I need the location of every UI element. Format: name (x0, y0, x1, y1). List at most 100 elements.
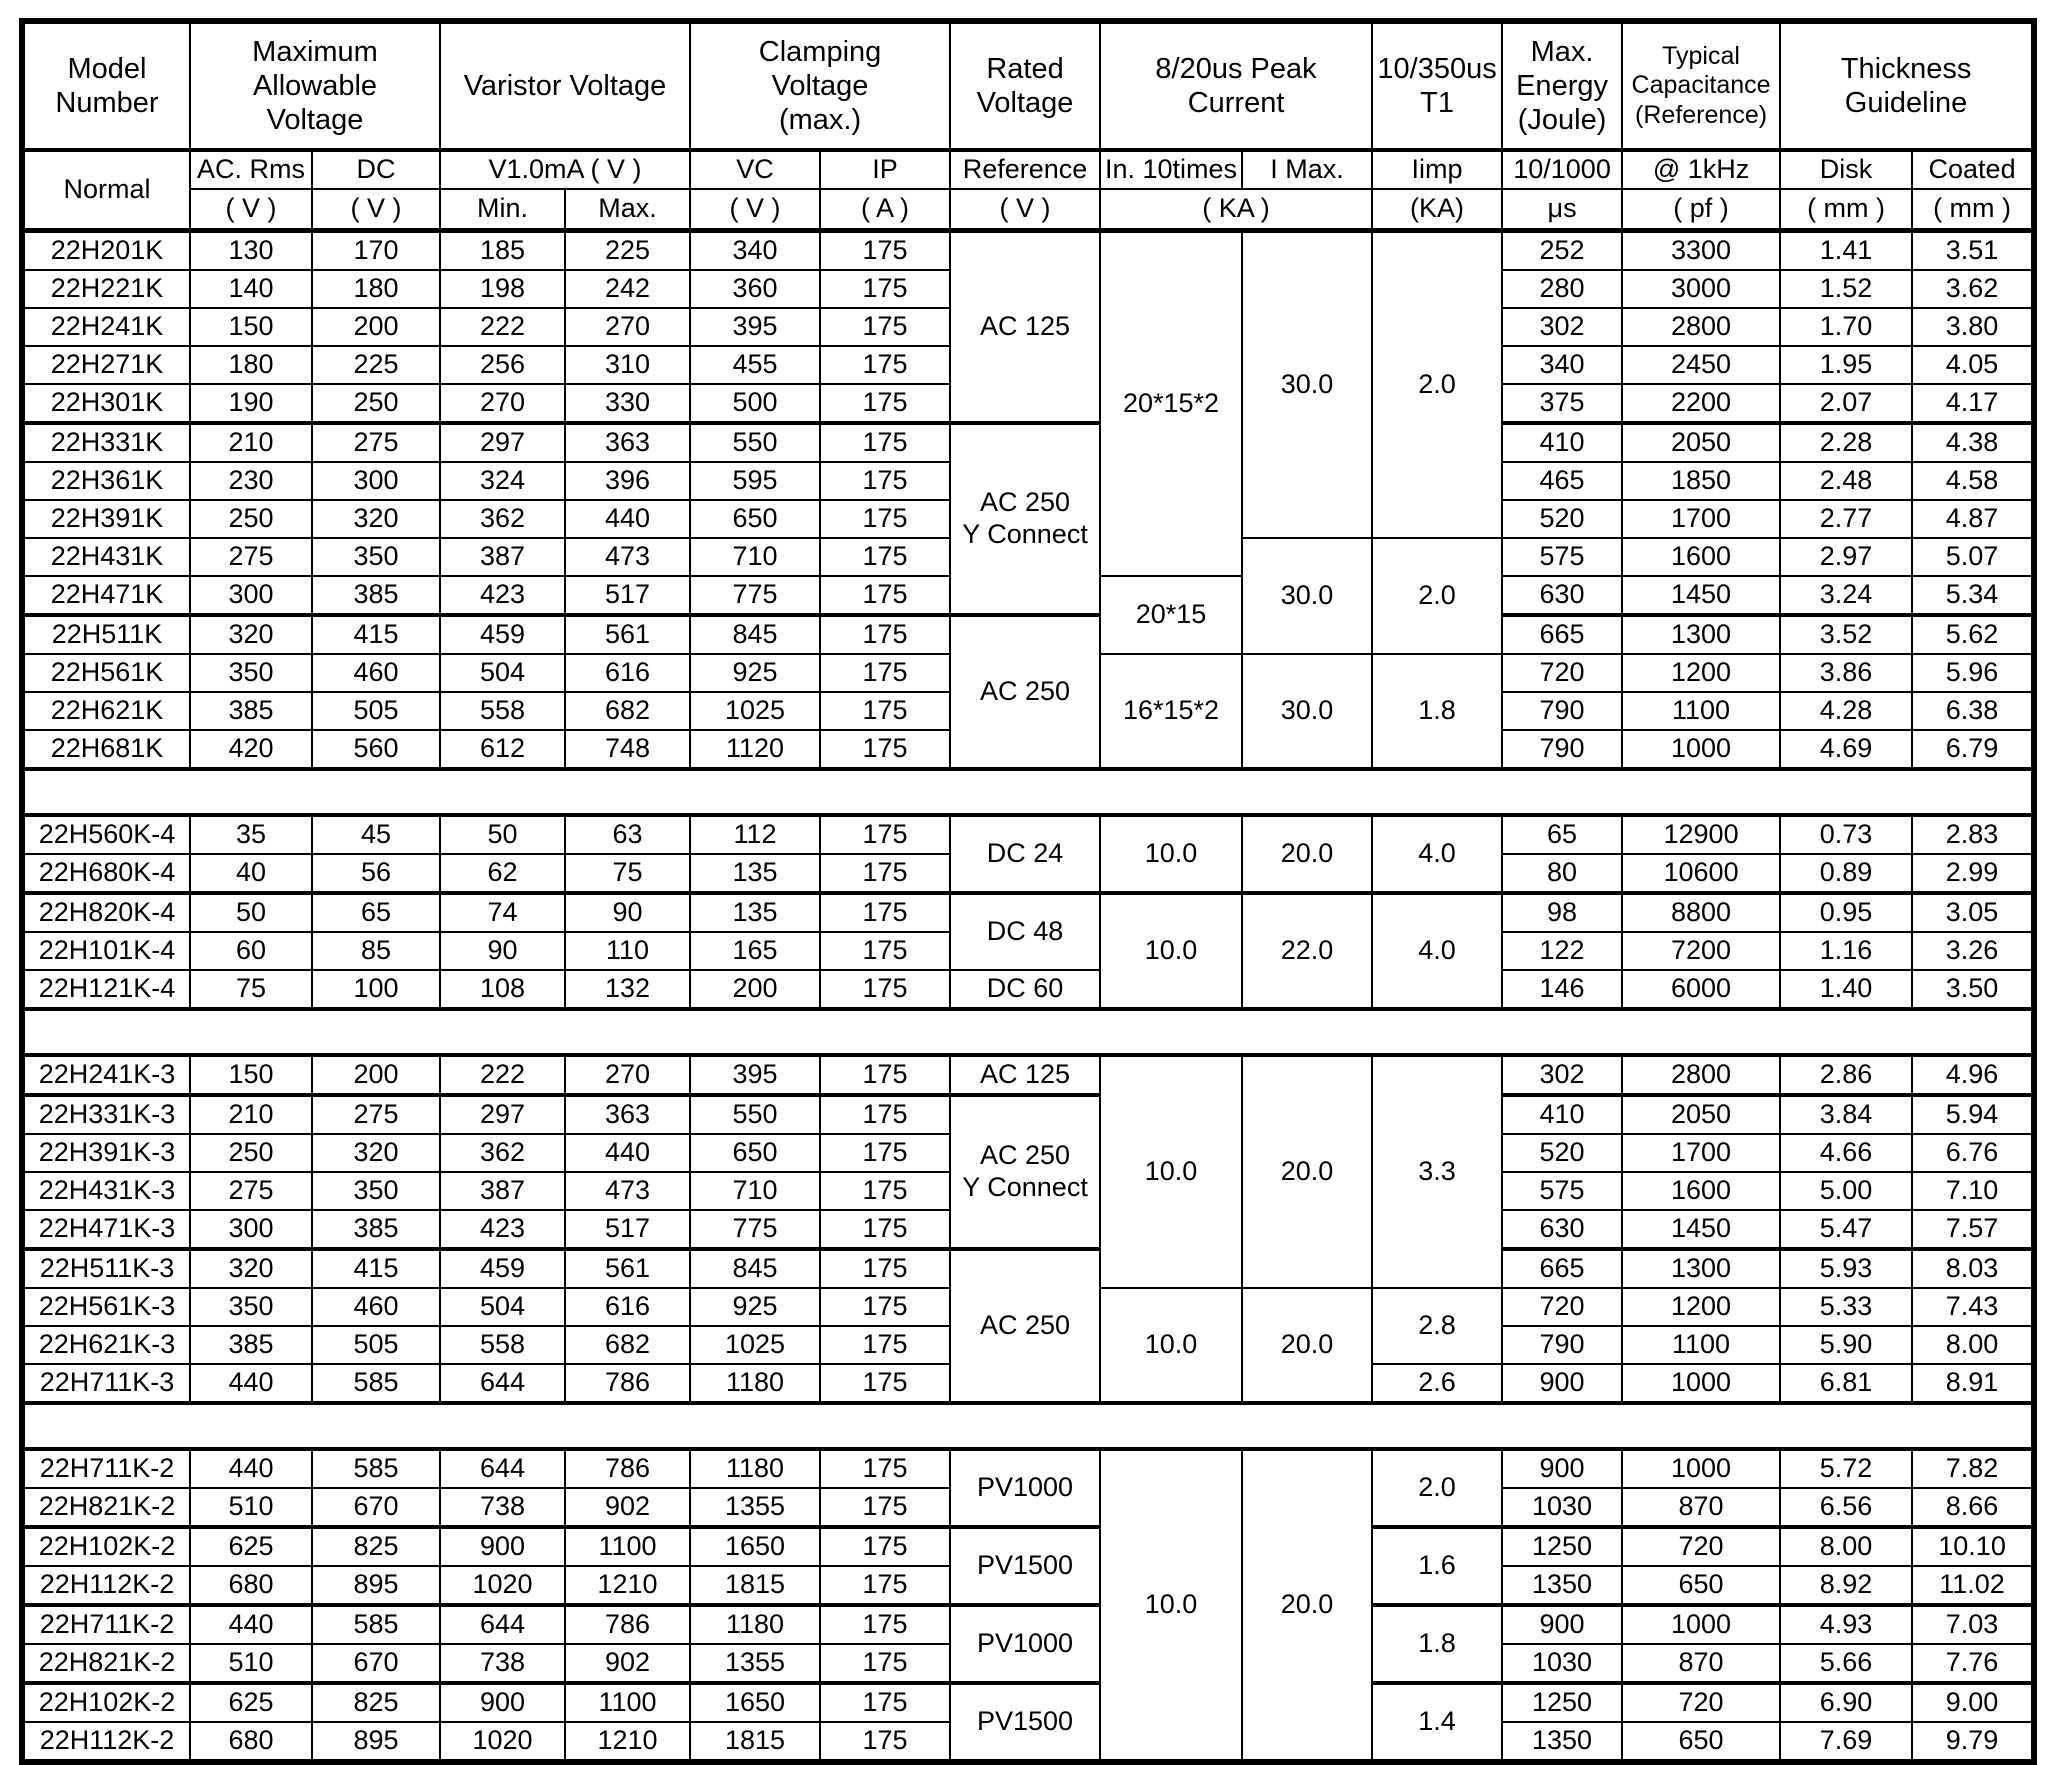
cell-model: 22H560K-4 (22, 815, 190, 854)
cell-v-max: 440 (565, 1134, 690, 1172)
cell-ac-rms: 140 (190, 270, 312, 308)
cell-iimp: 4.0 (1372, 893, 1502, 1009)
cell-max-energy: 465 (1502, 462, 1622, 500)
cell-max-energy: 1030 (1502, 1644, 1622, 1683)
cell-dc: 200 (312, 308, 440, 346)
cell-coated: 5.94 (1912, 1095, 2034, 1134)
cell-v-min: 423 (440, 576, 565, 615)
cell-ip: 175 (820, 932, 950, 970)
cell-vc: 1180 (690, 1449, 820, 1488)
cell-v-min: 222 (440, 308, 565, 346)
cell-vc: 550 (690, 1095, 820, 1134)
cell-capacitance: 1300 (1622, 1249, 1780, 1288)
cell-v-min: 1020 (440, 1566, 565, 1605)
cell-vc: 1120 (690, 730, 820, 769)
cell-dc: 560 (312, 730, 440, 769)
cell-capacitance: 650 (1622, 1722, 1780, 1762)
cell-disk: 8.92 (1780, 1566, 1912, 1605)
cell-model: 22H711K-2 (22, 1449, 190, 1488)
cell-vc: 1355 (690, 1488, 820, 1527)
cell-v-min: 185 (440, 231, 565, 271)
cell-v-max: 363 (565, 423, 690, 462)
cell-in-10times: 10.0 (1100, 1449, 1242, 1762)
cell-rated-voltage: AC 250 Y Connect (950, 1095, 1100, 1249)
cell-coated: 7.57 (1912, 1210, 2034, 1249)
cell-capacitance: 8800 (1622, 893, 1780, 932)
cell-disk: 1.40 (1780, 970, 1912, 1009)
cell-vc: 1815 (690, 1566, 820, 1605)
cell-disk: 3.84 (1780, 1095, 1912, 1134)
cell-ac-rms: 440 (190, 1364, 312, 1403)
cell-v-min: 738 (440, 1488, 565, 1527)
cell-v-min: 459 (440, 615, 565, 654)
cell-max-energy: 252 (1502, 231, 1622, 271)
cell-vc: 595 (690, 462, 820, 500)
header-thickness-guideline: Thickness Guideline (1780, 21, 2034, 150)
cell-max-energy: 900 (1502, 1364, 1622, 1403)
cell-dc: 65 (312, 893, 440, 932)
cell-v-max: 270 (565, 308, 690, 346)
cell-max-energy: 720 (1502, 654, 1622, 692)
cell-rated-voltage: DC 24 (950, 815, 1100, 893)
cell-dc: 670 (312, 1488, 440, 1527)
cell-v-min: 1020 (440, 1722, 565, 1762)
cell-capacitance: 1200 (1622, 654, 1780, 692)
cell-v-max: 561 (565, 615, 690, 654)
cell-model: 22H711K-2 (22, 1605, 190, 1644)
cell-iimp: 1.8 (1372, 1605, 1502, 1683)
cell-model: 22H102K-2 (22, 1683, 190, 1722)
cell-disk: 4.93 (1780, 1605, 1912, 1644)
cell-coated: 5.62 (1912, 615, 2034, 654)
cell-ac-rms: 680 (190, 1722, 312, 1762)
cell-i-max: 30.0 (1242, 654, 1372, 769)
cell-ip: 175 (820, 1605, 950, 1644)
cell-ip: 175 (820, 1210, 950, 1249)
cell-capacitance: 3300 (1622, 231, 1780, 271)
cell-vc: 1180 (690, 1364, 820, 1403)
cell-vc: 845 (690, 1249, 820, 1288)
header-max: Max. (565, 189, 690, 231)
cell-ip: 175 (820, 1095, 950, 1134)
cell-v-min: 644 (440, 1449, 565, 1488)
unit-ip-a: ( A ) (820, 189, 950, 231)
cell-v-min: 644 (440, 1605, 565, 1644)
cell-capacitance: 1600 (1622, 538, 1780, 576)
cell-dc: 460 (312, 654, 440, 692)
cell-ac-rms: 350 (190, 654, 312, 692)
cell-dc: 320 (312, 1134, 440, 1172)
cell-model: 22H221K (22, 270, 190, 308)
cell-capacitance: 7200 (1622, 932, 1780, 970)
unit-dc-v: ( V ) (312, 189, 440, 231)
cell-capacitance: 2450 (1622, 346, 1780, 384)
cell-in-10times: 16*15*2 (1100, 654, 1242, 769)
cell-vc: 650 (690, 500, 820, 538)
cell-dc: 275 (312, 1095, 440, 1134)
cell-capacitance: 720 (1622, 1527, 1780, 1566)
cell-disk: 4.66 (1780, 1134, 1912, 1172)
header-max-allowable-voltage: Maximum Allowable Voltage (190, 21, 440, 150)
cell-disk: 5.47 (1780, 1210, 1912, 1249)
cell-model: 22H102K-2 (22, 1527, 190, 1566)
cell-ip: 175 (820, 270, 950, 308)
cell-model: 22H241K (22, 308, 190, 346)
cell-vc: 1180 (690, 1605, 820, 1644)
cell-vc: 1650 (690, 1527, 820, 1566)
cell-v-max: 363 (565, 1095, 690, 1134)
cell-v-max: 1100 (565, 1527, 690, 1566)
cell-v-max: 440 (565, 500, 690, 538)
cell-v-max: 561 (565, 1249, 690, 1288)
unit-capacitance-pf: ( pf ) (1622, 189, 1780, 231)
cell-ip: 175 (820, 1326, 950, 1364)
cell-dc: 825 (312, 1527, 440, 1566)
cell-i-max: 30.0 (1242, 231, 1372, 539)
cell-model: 22H301K (22, 384, 190, 423)
cell-capacitance: 3000 (1622, 270, 1780, 308)
cell-ip: 175 (820, 1249, 950, 1288)
cell-model: 22H820K-4 (22, 893, 190, 932)
cell-rated-voltage: PV1500 (950, 1527, 1100, 1605)
cell-vc: 395 (690, 308, 820, 346)
cell-disk: 1.16 (1780, 932, 1912, 970)
cell-capacitance: 1450 (1622, 576, 1780, 615)
